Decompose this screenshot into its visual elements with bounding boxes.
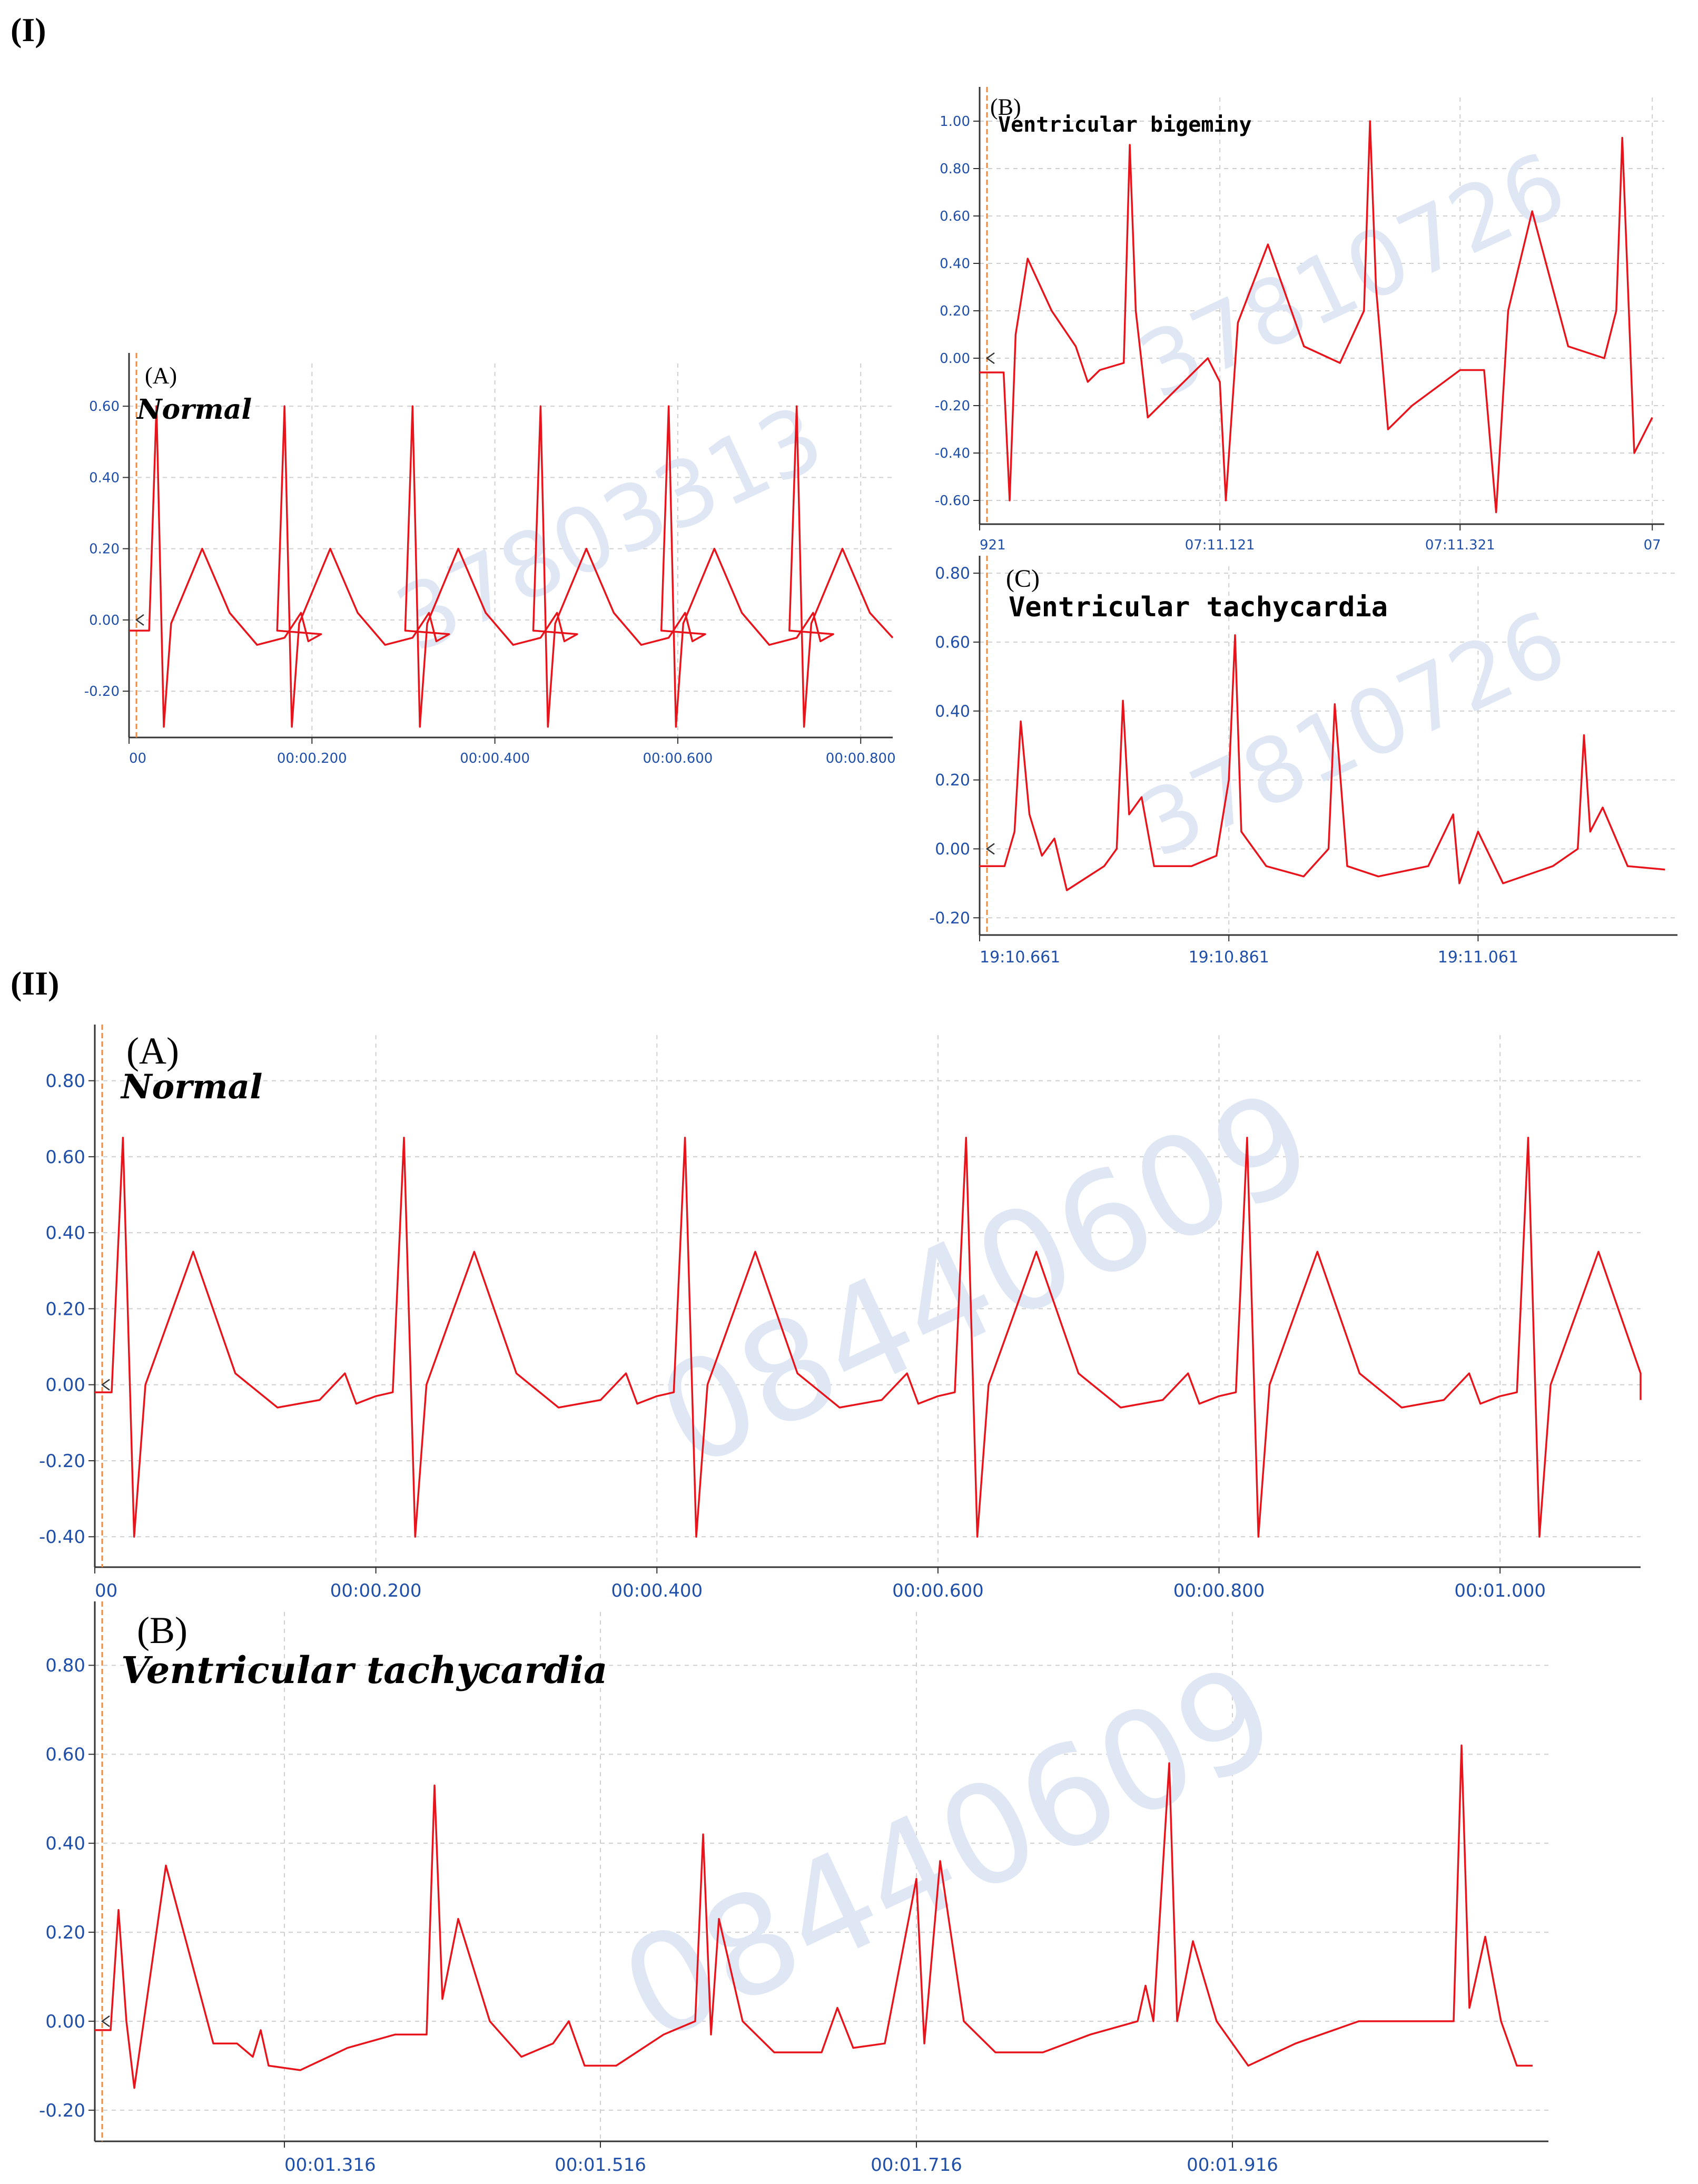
y-tick-label: 0.80 xyxy=(45,1655,85,1676)
y-tick-label: -0.20 xyxy=(935,398,970,414)
y-tick-label: 0.20 xyxy=(45,1922,85,1943)
watermark: 37803313 xyxy=(381,386,838,673)
y-tick-label: -0.40 xyxy=(39,1527,85,1548)
panel-letter: (A) xyxy=(126,1030,179,1072)
watermark: 37810726 xyxy=(1124,133,1581,420)
y-tick-label: 0.40 xyxy=(940,256,970,272)
y-tick-label: 0.00 xyxy=(935,840,970,859)
y-tick-label: 0.20 xyxy=(935,771,970,790)
ecg-panel-3: 0.80 0.60 0.40 0.20 0.00 -0.20 -0.40 00 00:00.20… xyxy=(39,1025,1642,1601)
x-tick-label: 19:10.661 xyxy=(980,948,1060,967)
rhythm-annotation: Ventricular tachycardia xyxy=(121,1648,607,1692)
panel-letter: (B) xyxy=(137,1609,187,1651)
y-tick-label: 0.00 xyxy=(940,351,970,367)
watermark: 08440609 xyxy=(637,1060,1336,1499)
x-tick-label: 921 xyxy=(980,537,1006,553)
x-tick-label: 19:11.061 xyxy=(1438,948,1518,967)
y-tick-label: 0.60 xyxy=(935,633,970,652)
y-tick-label: 0.40 xyxy=(45,1833,85,1854)
x-tick-label: 00:00.400 xyxy=(460,751,530,766)
y-tick-label: 0.80 xyxy=(45,1070,85,1091)
x-tick-label: 07:11.321 xyxy=(1425,537,1495,553)
y-tick-label: 0.20 xyxy=(940,303,970,319)
y-tick-label: 0.60 xyxy=(89,399,120,415)
y-tick-label: 0.20 xyxy=(45,1298,85,1320)
section-label-I: (I) xyxy=(11,11,46,48)
y-tick-label: 0.00 xyxy=(45,1375,85,1396)
section-label-II: (II) xyxy=(11,965,60,1002)
ecg-panel-2: 0.80 0.60 0.40 0.20 0.00 -0.20 19:10.661 19:10.… xyxy=(929,556,1677,967)
y-tick-label: 0.80 xyxy=(935,565,970,583)
y-tick-label: -0.20 xyxy=(39,1451,85,1472)
x-tick-label: 07:11.121 xyxy=(1185,537,1255,553)
watermark: 37810726 xyxy=(1124,591,1581,878)
rhythm-annotation: Normal xyxy=(136,393,252,426)
x-tick-label: 00:01.000 xyxy=(1454,1580,1546,1601)
ecg-panel-0: 0.60 0.40 0.20 0.00 -0.20 00 00:00.200 00:00.40… xyxy=(84,353,896,766)
baseline-arrow-icon xyxy=(135,614,144,626)
baseline-arrow-icon xyxy=(101,1379,110,1391)
y-tick-label: 1.00 xyxy=(940,114,970,130)
rhythm-annotation: Ventricular tachycardia xyxy=(1009,592,1388,623)
x-tick-label: 00:00.800 xyxy=(1173,1580,1265,1601)
x-tick-label: 00:01.716 xyxy=(871,2155,962,2176)
y-tick-label: -0.20 xyxy=(39,2100,85,2121)
ecg-trace xyxy=(95,1744,1533,2089)
panel-letter: (A) xyxy=(145,363,177,389)
x-tick-label: 07 xyxy=(1644,537,1661,553)
y-tick-label: 0.40 xyxy=(89,470,120,486)
x-tick-label: 00 xyxy=(129,751,146,766)
y-tick-label: -0.20 xyxy=(929,909,970,928)
y-tick-label: 0.40 xyxy=(45,1223,85,1244)
x-tick-label: 00:00.200 xyxy=(330,1580,422,1601)
y-tick-label: 0.60 xyxy=(940,209,970,224)
baseline-arrow-icon xyxy=(101,2015,110,2027)
ecg-trace xyxy=(980,120,1653,514)
y-tick-label: 0.60 xyxy=(45,1147,85,1168)
x-tick-label: 00:01.916 xyxy=(1187,2155,1278,2176)
y-tick-label: 0.60 xyxy=(45,1744,85,1765)
x-tick-label: 00:00.600 xyxy=(643,751,713,766)
x-tick-label: 19:10.861 xyxy=(1189,948,1269,967)
x-tick-label: 00:01.316 xyxy=(284,2155,376,2176)
ecg-trace xyxy=(129,405,894,728)
rhythm-annotation: Normal xyxy=(120,1067,262,1107)
baseline-arrow-icon xyxy=(985,352,995,365)
x-tick-label: 00:01.516 xyxy=(555,2155,646,2176)
y-tick-label: 0.20 xyxy=(89,542,120,557)
y-tick-label: -0.60 xyxy=(935,493,970,509)
y-tick-label: 0.80 xyxy=(940,161,970,177)
panel-letter: (C) xyxy=(1006,565,1040,593)
x-tick-label: 00:00.800 xyxy=(826,751,896,766)
x-tick-label: 00:00.400 xyxy=(611,1580,703,1601)
x-tick-label: 00:00.200 xyxy=(277,751,347,766)
ecg-trace xyxy=(95,1137,1642,1538)
y-tick-label: 0.00 xyxy=(89,613,120,628)
ecg-panel-4: 0.80 0.60 0.40 0.20 0.00 -0.20 00:01.316 00:01.… xyxy=(39,1601,1548,2176)
panel-letter: (B) xyxy=(990,94,1021,120)
x-tick-label: 00:00.600 xyxy=(892,1580,984,1601)
ecg-trace xyxy=(980,634,1665,891)
y-tick-label: -0.40 xyxy=(935,446,970,461)
x-tick-label: 00 xyxy=(95,1580,117,1601)
ecg-panel-1: 1.00 0.80 0.60 0.40 0.20 0.00 -0.20 -0.40 -0.60 9… xyxy=(935,87,1664,553)
y-tick-label: -0.20 xyxy=(84,684,120,700)
baseline-arrow-icon xyxy=(985,843,995,855)
y-tick-label: 0.00 xyxy=(45,2011,85,2032)
y-tick-label: 0.40 xyxy=(935,702,970,721)
rhythm-annotation: Ventricular bigeminy xyxy=(998,113,1252,137)
